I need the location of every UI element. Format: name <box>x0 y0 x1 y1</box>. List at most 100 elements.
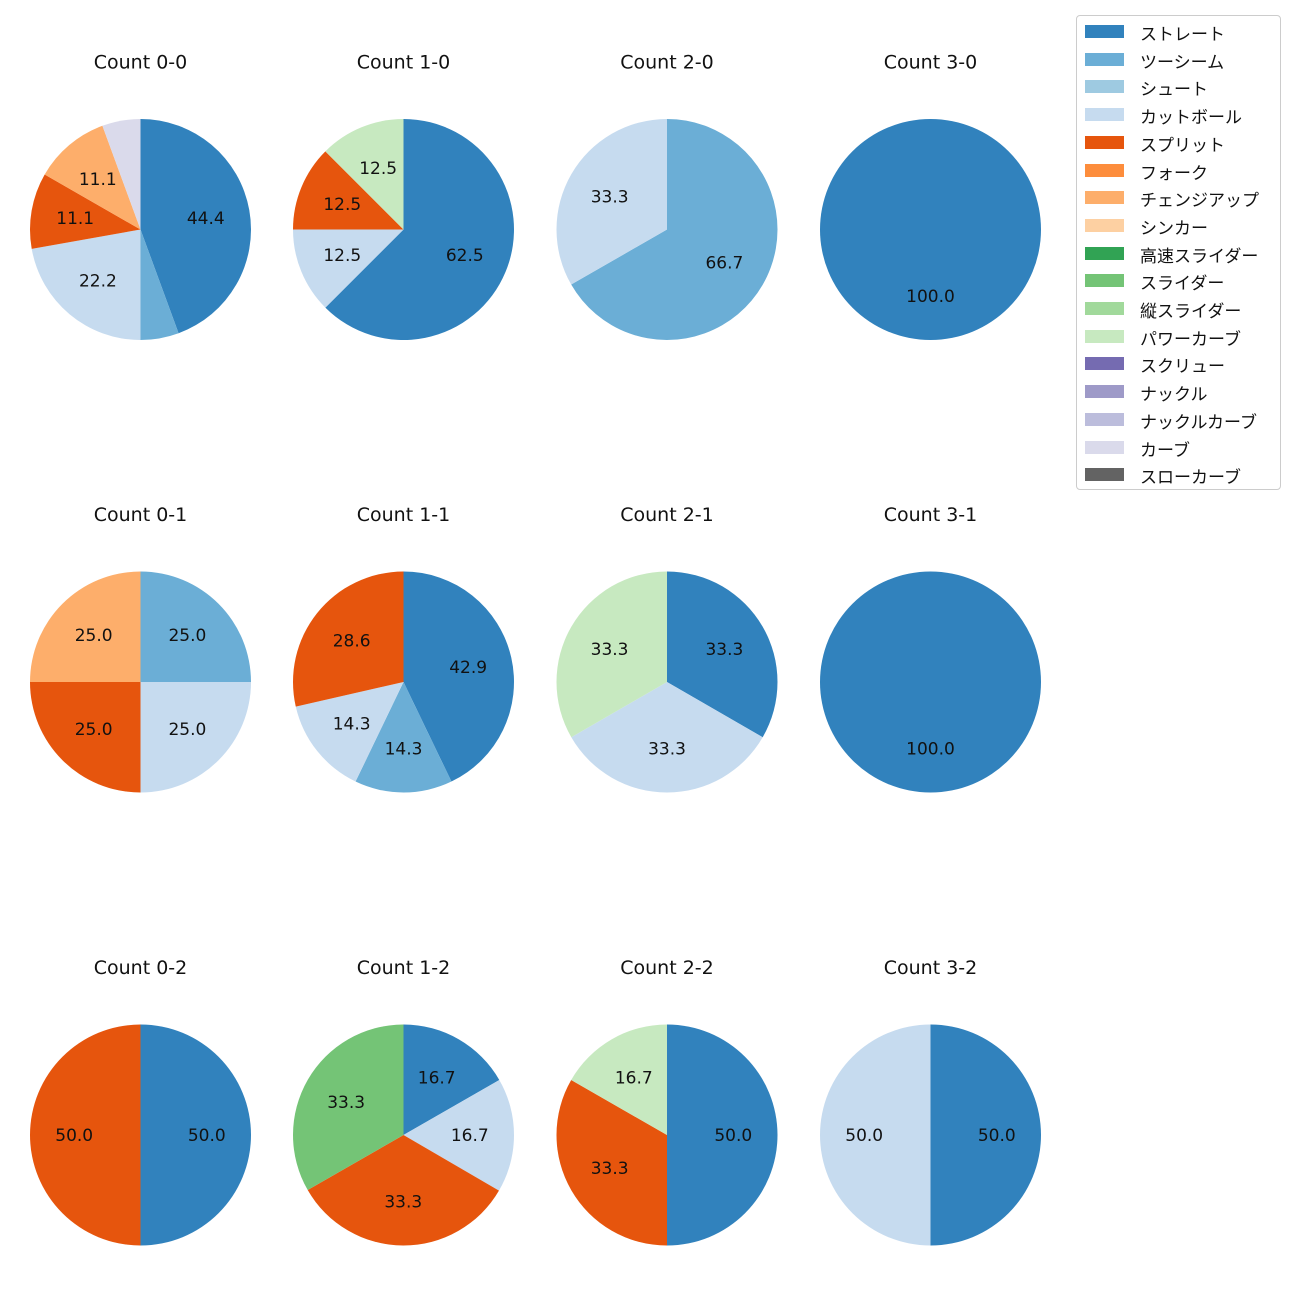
slice-label: 14.3 <box>333 714 371 734</box>
legend-label: スプリット <box>1140 135 1225 156</box>
pie-slice <box>102 119 141 230</box>
legend-swatch <box>1085 329 1124 343</box>
pie-slice <box>571 119 778 340</box>
slice-label: 12.5 <box>323 195 361 215</box>
pie-slice <box>556 119 667 285</box>
legend-label: ナックルカーブ <box>1140 412 1257 433</box>
pie-count-1-0: Count 1-0 62.5 12.5 12.5 12.5 <box>293 52 514 340</box>
legend-item: カーブ <box>1077 434 1282 461</box>
legend: ストレート ツーシーム シュート カットボール スプリット フォーク チェンジアップ シンカー… <box>1076 15 1281 490</box>
legend-swatch <box>1085 357 1124 371</box>
legend-swatch <box>1085 274 1124 288</box>
pie-slice <box>293 151 404 230</box>
pie-slice <box>140 571 251 682</box>
pie-count-0-0: Count 0-0 44.4 22.2 11.1 11.1 <box>29 52 252 340</box>
pie-slice <box>820 571 1041 793</box>
pie-count-2-0: Count 2-0 66.7 33.3 <box>556 52 778 340</box>
pie-title: Count 1-1 <box>357 504 451 526</box>
legend-swatch <box>1085 163 1124 177</box>
pie-slice <box>556 1079 667 1246</box>
pie-slice <box>667 571 778 738</box>
legend-item: 高速スライダー <box>1077 240 1282 267</box>
pie-count-3-2: Count 3-2 50.0 50.0 <box>820 957 1041 1246</box>
pie-count-1-2: Count 1-2 16.7 16.7 33.3 33.3 <box>293 957 514 1246</box>
pie-slice <box>140 682 251 793</box>
slice-label: 33.3 <box>705 640 743 660</box>
pie-count-2-2: Count 2-2 50.0 33.3 16.7 <box>556 957 778 1246</box>
legend-label: ツーシーム <box>1140 52 1225 73</box>
legend-item: スクリュー <box>1077 350 1282 378</box>
pie-slice <box>29 174 141 249</box>
legend-label: 縦スライダー <box>1140 302 1242 322</box>
pie-title: Count 3-1 <box>884 504 978 526</box>
slice-label: 14.3 <box>385 739 423 759</box>
legend-label: カットボール <box>1140 108 1242 129</box>
pie-title: Count 2-2 <box>620 957 714 979</box>
slice-label: 25.0 <box>75 720 113 740</box>
pie-title: Count 0-2 <box>94 957 188 979</box>
pie-slice <box>293 229 404 308</box>
pie-slice <box>30 682 141 793</box>
legend-label: チェンジアップ <box>1140 191 1259 212</box>
legend-swatch <box>1085 440 1124 454</box>
legend-item: スローカーブ <box>1077 461 1282 489</box>
pie-slice <box>820 1024 931 1246</box>
slice-label: 12.5 <box>359 159 397 179</box>
legend-label: シンカー <box>1140 218 1208 239</box>
pie-count-0-1: Count 0-1 25.0 25.0 25.0 25.0 <box>30 504 251 793</box>
slice-label: 44.4 <box>187 209 225 229</box>
legend-item: ナックル <box>1077 378 1282 405</box>
legend-label: 高速スライダー <box>1140 246 1259 267</box>
legend-label: カーブ <box>1140 440 1190 461</box>
slice-label: 25.0 <box>168 626 206 646</box>
legend-item: パワーカーブ <box>1077 323 1282 350</box>
pie-title: Count 0-1 <box>94 504 188 526</box>
slice-label: 66.7 <box>705 254 743 274</box>
slice-label: 50.0 <box>845 1126 883 1146</box>
slice-label: 33.3 <box>648 739 686 759</box>
legend-swatch <box>1085 302 1124 315</box>
pie-slice <box>30 1024 141 1246</box>
slice-label: 50.0 <box>978 1126 1016 1146</box>
pie-slice <box>667 1024 778 1246</box>
legend-item: ナックルカーブ <box>1077 406 1282 433</box>
legend-swatch <box>1085 108 1124 122</box>
pie-title: Count 2-0 <box>620 52 714 74</box>
pie-slice <box>403 1024 500 1135</box>
pie-count-3-0: Count 3-0 100.0 <box>820 52 1041 340</box>
slice-label: 11.1 <box>79 170 117 190</box>
legend-item: ツーシーム <box>1077 46 1282 73</box>
slice-label: 25.0 <box>168 720 206 740</box>
slice-label: 42.9 <box>449 658 487 678</box>
legend-swatch <box>1085 135 1124 149</box>
legend-item: チェンジアップ <box>1077 184 1282 212</box>
legend-label: ストレート <box>1140 25 1225 45</box>
pie-title: Count 2-1 <box>620 504 714 526</box>
slice-label: 62.5 <box>446 246 484 266</box>
legend-item: 縦スライダー <box>1077 295 1282 322</box>
legend-item: カットボール <box>1077 101 1282 129</box>
slice-label: 33.3 <box>591 187 629 207</box>
pie-slice <box>140 119 252 334</box>
slice-label: 50.0 <box>188 1126 226 1146</box>
legend-label: スクリュー <box>1140 357 1225 378</box>
pie-slice <box>293 1024 404 1191</box>
pie-slice <box>325 119 514 340</box>
pie-slice <box>355 682 452 793</box>
slice-label: 28.6 <box>333 632 371 652</box>
legend-item: シュート <box>1077 73 1282 100</box>
legend-swatch <box>1085 52 1124 66</box>
pie-slice <box>403 571 515 782</box>
pie-title: Count 0-0 <box>94 52 188 74</box>
legend-label: スライダー <box>1140 274 1225 295</box>
slice-label: 33.3 <box>591 640 629 660</box>
legend-swatch <box>1085 468 1124 482</box>
pie-slice <box>31 229 141 340</box>
legend-swatch <box>1085 218 1124 232</box>
slice-label: 33.3 <box>591 1159 629 1179</box>
legend-label: パワーカーブ <box>1140 329 1241 350</box>
slice-label: 16.7 <box>615 1069 653 1089</box>
pie-slice <box>571 1024 667 1135</box>
legend-swatch <box>1085 385 1124 399</box>
legend-label: スローカーブ <box>1140 468 1241 489</box>
